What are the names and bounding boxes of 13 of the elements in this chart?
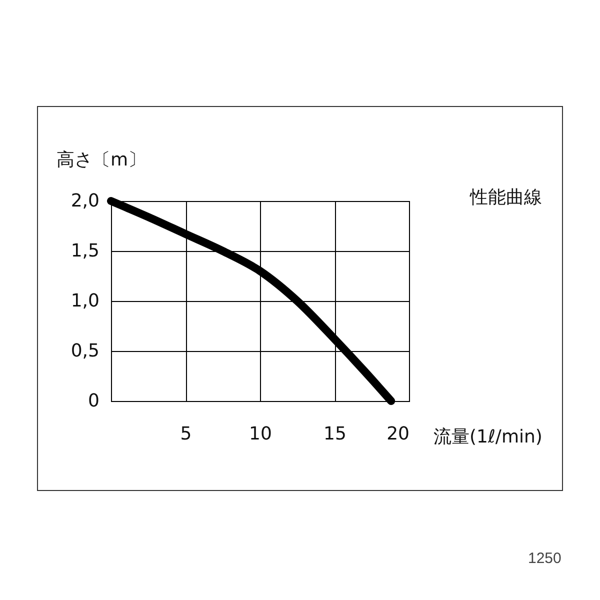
x-tick-label: 20 (386, 424, 410, 444)
text: 性能曲線 (468, 187, 542, 208)
text: 1250 (528, 550, 562, 567)
x-axis-title: 流量(1ℓ/min) (434, 426, 542, 448)
y-tick-label: 1,5 (70, 240, 100, 262)
y-tick-label: 1,0 (70, 290, 100, 312)
y-axis-title: 高さ〔m〕 (56, 150, 146, 170)
y-tick-label: 0,5 (70, 340, 100, 362)
y-tick-label: 2,0 (70, 190, 100, 212)
x-tick-label: 10 (249, 424, 272, 444)
y-tick-label: 0 (88, 390, 100, 412)
x-tick-label: 5 (180, 424, 192, 444)
x-tick-label: 15 (324, 424, 346, 444)
